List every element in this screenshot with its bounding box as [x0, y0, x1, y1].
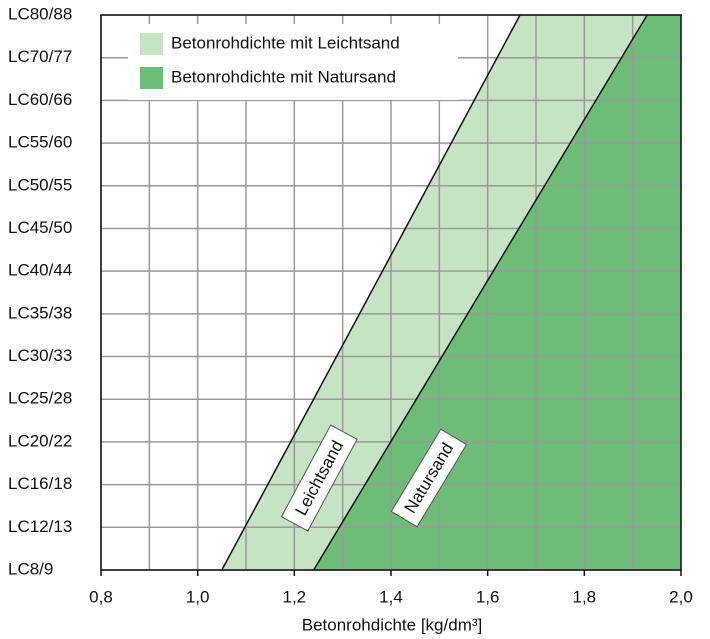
y-tick-label: LC45/50 [8, 218, 72, 237]
label-box [390, 428, 468, 528]
y-tick-label: LC30/33 [8, 346, 72, 365]
x-tick-label: 2,0 [669, 587, 693, 606]
boundary-line [221, 14, 521, 571]
y-tick-label: LC40/44 [8, 261, 72, 280]
label-box [280, 424, 358, 532]
y-tick-label: LC25/28 [8, 389, 72, 408]
x-axis-title: Betonrohdichte [kg/dm³] [302, 615, 482, 634]
y-tick-label: LC60/66 [8, 90, 72, 109]
legend-box [128, 24, 458, 100]
legend-label: Betonrohdichte mit Leichtsand [171, 33, 400, 52]
area [313, 15, 681, 570]
y-tick-label: LC35/38 [8, 303, 72, 322]
y-tick-label: LC16/18 [8, 474, 72, 493]
y-tick-label: LC20/22 [8, 431, 72, 450]
y-tick-label: LC80/88 [8, 4, 72, 23]
legend-label: Betonrohdichte mit Natursand [171, 67, 396, 86]
y-tick-label: LC55/60 [8, 133, 72, 152]
legend-swatch [140, 33, 163, 55]
x-tick-label: 1,6 [476, 587, 500, 606]
x-tick-label: 1,0 [186, 587, 210, 606]
x-tick-label: 0,8 [89, 587, 113, 606]
y-tick-label: LC12/13 [8, 517, 72, 536]
x-tick-label: 1,2 [283, 587, 307, 606]
y-tick-label: LC70/77 [8, 47, 72, 66]
x-tick-label: 1,4 [379, 587, 403, 606]
x-tick-label: 1,8 [573, 587, 597, 606]
y-tick-label: LC50/55 [8, 175, 72, 194]
legend-swatch [140, 67, 163, 89]
boundary-line [313, 14, 648, 571]
y-tick-label: LC8/9 [8, 559, 53, 578]
